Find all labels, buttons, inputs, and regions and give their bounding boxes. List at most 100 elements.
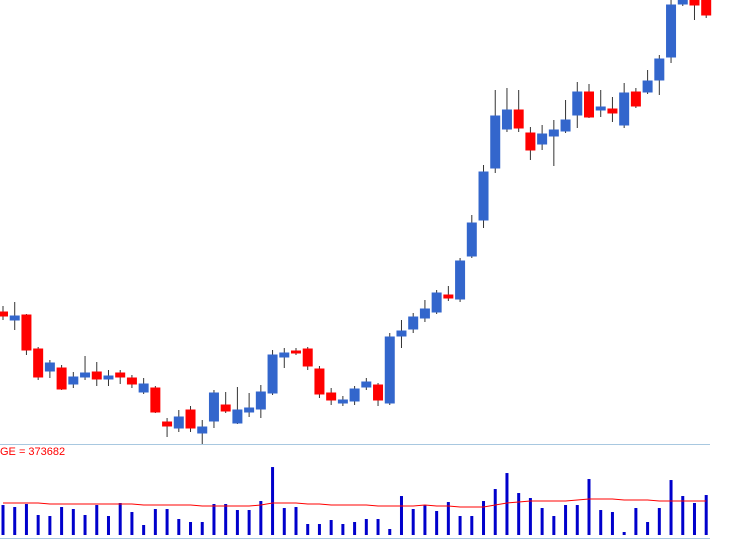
volume-bar <box>317 524 321 535</box>
candle-body <box>103 375 114 380</box>
volume-bar <box>493 489 497 535</box>
volume-bar <box>575 505 579 535</box>
volume-bar <box>446 502 450 535</box>
volume-bar <box>306 524 310 535</box>
candle-body <box>408 316 419 330</box>
volume-bar <box>564 505 568 535</box>
volume-bar <box>130 512 134 535</box>
volume-bar <box>165 509 169 535</box>
volume-bar <box>212 504 216 535</box>
candle-body <box>513 109 524 129</box>
candle-body <box>291 350 301 354</box>
volume-bar <box>599 510 603 535</box>
candle-body <box>384 336 395 404</box>
candle-body <box>595 106 606 111</box>
volume-bar <box>704 495 708 535</box>
candle-body <box>349 388 360 402</box>
candle-body <box>501 109 512 130</box>
volume-bar <box>692 503 696 535</box>
volume-bar <box>83 515 87 535</box>
volume-bar <box>353 522 357 535</box>
candle-body <box>91 371 102 380</box>
candle-body <box>689 0 700 6</box>
volume-bar <box>423 505 427 535</box>
candle-body <box>337 399 348 404</box>
candle-body <box>185 409 196 429</box>
candle-body <box>33 348 44 378</box>
candle-body <box>138 383 149 393</box>
candle-body <box>396 330 407 337</box>
candle-body <box>150 387 161 413</box>
candle-body <box>197 426 208 434</box>
volume-bar <box>294 507 298 535</box>
candle-body <box>255 391 266 410</box>
volume-bar <box>482 501 486 535</box>
volume-bar <box>200 522 204 535</box>
volume-bar <box>247 510 251 535</box>
volume-bar <box>657 508 661 535</box>
volume-bar <box>271 467 275 535</box>
candle-body <box>677 0 688 5</box>
candle-body <box>361 381 372 388</box>
candle-body <box>443 294 454 299</box>
candle-body <box>419 308 430 319</box>
candle-body <box>630 91 641 107</box>
candle-body <box>654 58 665 81</box>
volume-bar <box>106 516 110 535</box>
volume-bar <box>528 498 532 535</box>
candle-body <box>267 354 278 394</box>
volume-bar <box>189 522 193 535</box>
volume-bar <box>388 529 392 535</box>
volume-bar <box>71 509 75 535</box>
candle-body <box>314 368 325 395</box>
volume-bar <box>505 473 509 535</box>
candle-body <box>572 91 583 116</box>
candle-body <box>642 80 653 93</box>
volume-bar <box>646 522 650 535</box>
candle-body <box>115 372 126 378</box>
candle-body <box>244 407 255 413</box>
volume-bar <box>95 505 99 535</box>
volume-bar <box>622 532 626 535</box>
volume-bar <box>282 508 286 535</box>
candle-body <box>56 367 67 390</box>
candle-body <box>548 129 559 137</box>
candle-body <box>162 421 173 427</box>
candle-body <box>701 0 712 16</box>
candle-body <box>619 92 630 126</box>
candle-body <box>431 292 442 313</box>
volume-bar <box>587 479 591 535</box>
volume-bar <box>142 525 146 535</box>
volume-average <box>3 498 707 508</box>
volume-bar <box>552 516 556 535</box>
volume-bar <box>24 504 28 535</box>
volume-bar <box>376 519 380 535</box>
candle-body <box>584 91 594 118</box>
volume-bar <box>153 509 157 535</box>
volume-bar <box>60 507 64 535</box>
candle-body <box>478 171 489 221</box>
candle-body <box>80 372 91 378</box>
volume-bar <box>341 524 345 535</box>
volume-bar <box>669 480 673 535</box>
volume-bar <box>517 493 521 535</box>
candle-body <box>607 108 618 114</box>
candle-body <box>232 409 243 424</box>
volume-bar <box>329 520 333 535</box>
candle-body <box>279 352 290 358</box>
candle-body <box>208 392 219 422</box>
candle-body <box>21 314 32 351</box>
volume-bar <box>36 515 40 535</box>
volume-bar <box>470 516 474 535</box>
volume-bar <box>235 510 239 535</box>
candle-body <box>126 377 137 385</box>
candle-body <box>666 4 677 58</box>
volume-bar <box>177 519 181 535</box>
candle-body <box>173 416 184 429</box>
candle-body <box>525 132 536 151</box>
volume-bar <box>48 516 52 535</box>
volume-bar <box>610 512 614 535</box>
candle-body <box>560 119 571 132</box>
candle-body <box>302 348 313 367</box>
